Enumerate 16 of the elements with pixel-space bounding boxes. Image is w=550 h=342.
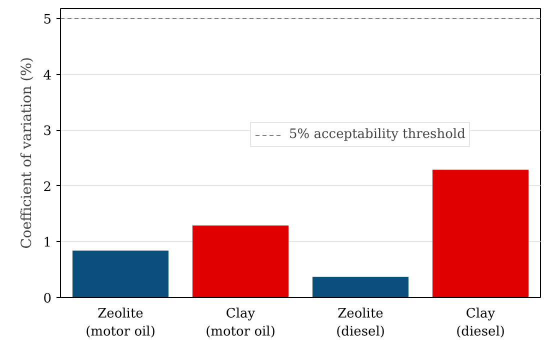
- y-tick-label: 4: [43, 68, 52, 84]
- y-tick-label: 2: [43, 180, 52, 195]
- bar: [432, 170, 528, 298]
- x-tick-label: Zeolite (diesel): [336, 306, 385, 340]
- x-tick-label: Zeolite (motor oil): [86, 306, 156, 340]
- bar: [192, 226, 288, 298]
- y-tick-label: 3: [43, 124, 52, 140]
- legend-label: 5% acceptability threshold: [289, 127, 466, 142]
- y-axis-title: Coefficient of variation (%): [19, 57, 36, 249]
- bar: [312, 276, 408, 298]
- y-tick-label: 5: [43, 12, 52, 28]
- y-tick-label: 1: [43, 236, 52, 251]
- x-tick-label: Clay (diesel): [456, 306, 505, 340]
- bar: [72, 250, 168, 298]
- y-tick-label: 0: [43, 292, 52, 306]
- x-tick-label: Clay (motor oil): [206, 306, 276, 340]
